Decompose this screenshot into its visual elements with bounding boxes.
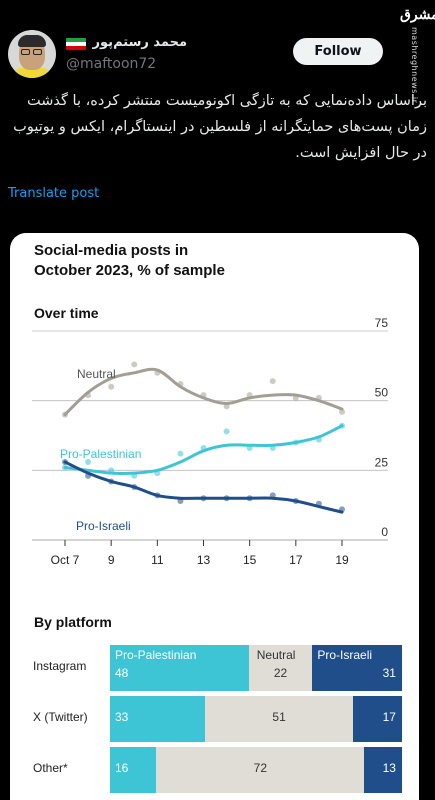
pro-israeli-bar: Pro-Israeli 31 [312,645,402,691]
y-tick-label: 25 [375,455,389,469]
pro-palestinian-point [85,458,92,465]
watermark-site: mashreghnews.ir [410,27,419,104]
chart-title: Social-media posts in October 2023, % of… [34,242,225,279]
x-tick-label: 11 [151,553,164,567]
tweet-header: محمد رستم‌پور @maftoon72 Follow مشرق mas… [0,0,435,103]
translate-post-link[interactable]: Translate post [8,186,100,201]
y-tick-label: 75 [375,318,389,330]
over-time-title: Over time [34,305,99,321]
over-time-line-chart: 0 25 50 75 Oct 7 9 11 13 15 17 19 Neutral Pro-Palest… [32,318,389,567]
bar-value-label: 51 [272,710,286,724]
neutral-point [131,361,138,368]
neutral-series-label: Neutral [77,367,116,381]
user-handle[interactable]: @maftoon72 [66,56,157,72]
bar-value-label: 13 [382,761,396,775]
display-name[interactable]: محمد رستم‌پور [92,35,187,50]
site-watermark: مشرق mashreghnews.ir [398,5,435,103]
neutral-point [339,408,345,415]
bar-category-label: Instagram [33,659,87,673]
by-platform-title: By platform [34,614,112,630]
y-tick-label: 0 [381,525,388,539]
pro-israeli-line [63,460,344,514]
x-tick-label: 19 [335,553,349,567]
pro-palestinian-line [63,424,344,475]
tweet-text: براساس داده‌نمایی که به تازگی اکونومیست … [13,93,427,161]
pro-palestinian-point [223,428,230,435]
chart-image[interactable]: Social-media posts in October 2023, % of… [10,233,419,800]
bar-category-label: Other* [33,761,68,775]
bar-category-label: X (Twitter) [33,710,88,724]
pro-israeli-bar: 13 [364,747,402,793]
neutral-bar: 72 [156,747,365,793]
bar-value-label: 33 [115,710,129,724]
neutral-point [269,378,276,385]
follow-button[interactable]: Follow [293,38,383,65]
pro-palestinian-bar: 33 [110,696,206,742]
bar-value-label: 72 [253,761,268,775]
neutral-line [63,367,344,417]
bar-series-label: Pro-Israeli [317,648,373,662]
pro-israeli-series-label: Pro-Israeli [76,519,131,533]
neutral-bar: Neutral 22 [248,645,313,691]
bar-value-label: 22 [273,666,288,680]
bar-value-label: 16 [115,761,129,775]
iran-flag-icon [66,38,86,50]
avatar[interactable] [8,30,56,78]
x-tick-label: 15 [243,553,257,567]
pro-palestinian-point [177,450,184,457]
bar-series-label: Pro-Palestinian [115,648,197,662]
bar-row-instagram: Instagram Pro-Palestinian 48 Neutral 22 Pro-I… [10,645,419,691]
pro-palestinian-bar: Pro-Palestinian 48 [110,645,249,691]
bar-value-label: 17 [382,710,396,724]
y-tick-label: 50 [375,386,389,400]
bar-value-label: 31 [382,666,396,680]
x-tick-label: 9 [108,553,115,567]
pro-palestinian-series-label: Pro-Palestinian [60,447,141,461]
bar-value-label: 48 [115,666,129,680]
x-tick-label: 17 [289,553,303,567]
pro-israeli-bar: 17 [352,696,402,742]
neutral-point [108,383,115,390]
x-tick-label: Oct 7 [51,553,80,567]
bar-row-x-twitter: X (Twitter) 33 51 17 [10,696,419,742]
x-tick-label: 13 [197,553,211,567]
neutral-bar: 51 [205,696,353,742]
pro-palestinian-bar: 16 [110,747,157,793]
watermark-logo: مشرق [400,7,435,23]
bar-row-other: Other* 16 72 13 [10,747,419,793]
bar-series-label: Neutral [256,648,296,662]
